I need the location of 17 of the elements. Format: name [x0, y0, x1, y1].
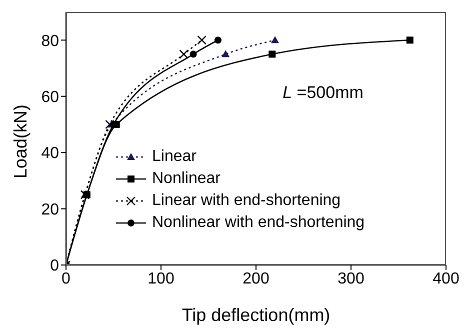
x-tick-label: 400 — [432, 270, 460, 288]
y-axis-title: Load(kN) — [10, 104, 30, 178]
legend-label: Nonlinear with end-shortening — [152, 213, 365, 233]
x-tick-label: 100 — [148, 270, 174, 288]
x-tick-label: 0 — [62, 270, 71, 288]
legend-label: Linear — [152, 147, 196, 167]
x-tick-label: 200 — [242, 270, 270, 288]
legend-label: Nonlinear — [152, 169, 220, 189]
x-axis-title: Tip deflection(mm) — [182, 305, 330, 325]
legend-label: Linear with end-shortening — [152, 191, 341, 211]
y-tick-label: 60 — [41, 89, 60, 106]
y-tick-label: 80 — [41, 32, 60, 50]
y-tick-label: 0 — [50, 258, 60, 275]
y-tick-label: 20 — [41, 201, 60, 218]
annotation: L =500mm — [282, 82, 364, 103]
y-tick-label: 40 — [41, 145, 60, 162]
x-tick-label: 300 — [338, 270, 364, 288]
